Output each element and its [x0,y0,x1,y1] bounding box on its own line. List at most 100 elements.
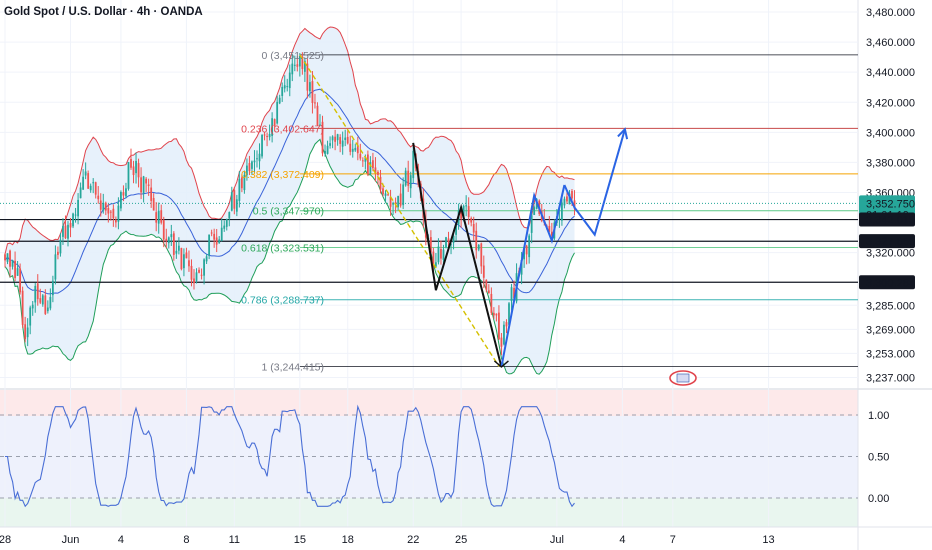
time-tick-label: 18 [342,534,354,546]
candle-body [253,160,256,163]
candle-body [349,143,352,152]
candle-body [26,327,29,338]
candle-body [6,253,9,262]
stoch-tick-label: 0.00 [868,493,889,505]
bollinger-upper-line [4,26,575,255]
candle-body [487,290,490,294]
candle-body [387,194,389,196]
candle-body [394,202,397,205]
time-tick-label: Jul [550,534,564,546]
stoch-tick-label: 1.00 [868,410,889,422]
fib-label: 0.5 (3,347.970) [253,206,324,218]
candle-body [14,260,16,279]
candle-body [354,147,357,151]
price-level-value: 3,327.655 [866,236,915,248]
candle-body [208,234,211,256]
forecast-path-line [563,129,626,237]
candle-body [568,193,571,205]
candle-body [344,137,347,140]
candle-body [492,312,495,316]
candle-body [437,246,440,263]
candle-body [39,298,42,303]
axes: 3,480.000 3,460.000 3,440.000 3,420.000 3,40… [0,7,932,546]
us-event-flag-icon [669,370,697,386]
candle-body [36,283,39,300]
price-tick-label: 3,440.000 [866,67,915,79]
candle-body [432,251,435,265]
candle-body [67,224,69,239]
price-tick-label: 3,380.000 [866,157,915,169]
candle-body [125,188,127,197]
candle-body [450,243,452,245]
candle-body [278,97,281,104]
candle-body [183,254,185,269]
candle-body [273,119,276,126]
candle-body [266,135,268,137]
candle-body [404,170,407,186]
candle-body [188,260,190,267]
candle-body [41,295,44,305]
candle-body [220,227,223,241]
candle-body [94,182,97,195]
candle-body [412,150,415,179]
candle-body [440,248,442,259]
time-tick-label: 8 [183,534,189,546]
candle-body [233,190,236,209]
candle-body [530,215,533,233]
candle-body [205,256,208,262]
price-tick-label: 3,420.000 [866,97,915,109]
candle-body [147,184,150,186]
candle-body [359,153,362,159]
candle-body [165,238,168,241]
candle-body [442,249,445,260]
candle-body [508,303,510,325]
price-level-tag [859,275,915,290]
candle-body [193,278,195,284]
time-tick-label: 22 [407,534,419,546]
candle-body [102,202,105,211]
candles [4,52,576,356]
candle-body [46,307,49,312]
candle-body [152,198,155,211]
fib-label: 0.618 (3,323.531) [241,242,324,254]
candle-body [84,171,87,176]
candle-body [246,165,248,176]
candle-body [170,234,173,238]
candle-body [298,55,301,67]
candle-body [19,268,22,293]
candle-body [369,162,372,175]
time-tick-label: 11 [229,534,240,546]
candle-body [137,163,140,178]
candle-body [384,193,387,196]
candle-body [263,134,266,136]
candle-body [336,134,339,141]
candle-body [301,56,304,70]
candle-body [339,137,342,144]
candle-body [190,265,193,280]
candle-body [107,207,110,214]
candle-body [379,176,382,190]
candle-body [500,337,503,347]
candle-body [74,214,77,216]
candle-body [372,160,374,169]
candle-body [4,254,6,261]
candle-body [82,176,85,190]
candle-body [480,243,483,267]
price-level-tag [859,234,915,249]
candle-body [321,121,324,154]
candle-body [185,252,188,259]
candle-body [306,63,309,91]
candle-body [296,64,299,67]
candle-body [475,230,478,251]
candle-body [435,262,437,267]
candle-body [314,102,316,104]
candle-body [213,233,216,240]
price-level-value: 3,342.015 [866,215,915,227]
candle-body [447,238,450,242]
candle-body [550,231,553,236]
candle-body [172,233,175,255]
stoch-tick-label: 0.50 [868,452,889,464]
candle-body [533,207,536,215]
candle-body [356,145,359,154]
